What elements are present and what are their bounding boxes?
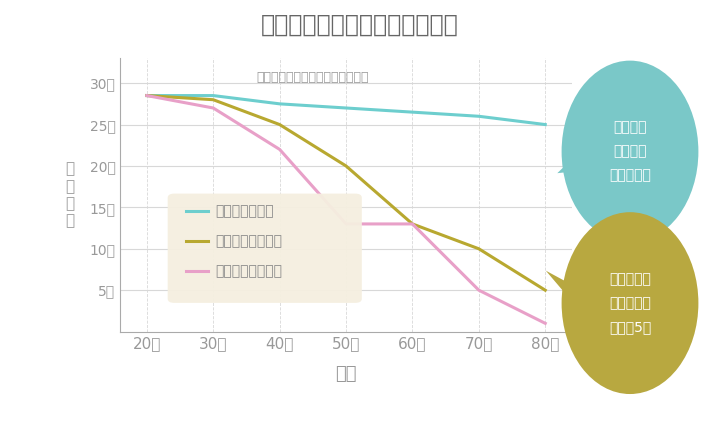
Text: 定期検診を受診: 定期検診を受診 — [215, 204, 274, 218]
Text: 長崎大学・新庄教授のデータより: 長崎大学・新庄教授のデータより — [256, 71, 369, 84]
Y-axis label: 残
存
歯
数: 残 存 歯 数 — [66, 162, 75, 229]
FancyBboxPatch shape — [168, 194, 362, 303]
Text: 歯科医院のかかり方と残存歯数: 歯科医院のかかり方と残存歯数 — [261, 13, 459, 37]
X-axis label: 年代: 年代 — [336, 365, 357, 383]
Text: 歯磨き指導を受診: 歯磨き指導を受診 — [215, 234, 282, 249]
Text: 歯磨きだけ
していても
わずか5本: 歯磨きだけ していても わずか5本 — [609, 272, 651, 334]
Text: 若い頃と
ほとんど
変わらない: 若い頃と ほとんど 変わらない — [609, 121, 651, 182]
Text: 痛いときだけ受診: 痛いときだけ受診 — [215, 265, 282, 278]
